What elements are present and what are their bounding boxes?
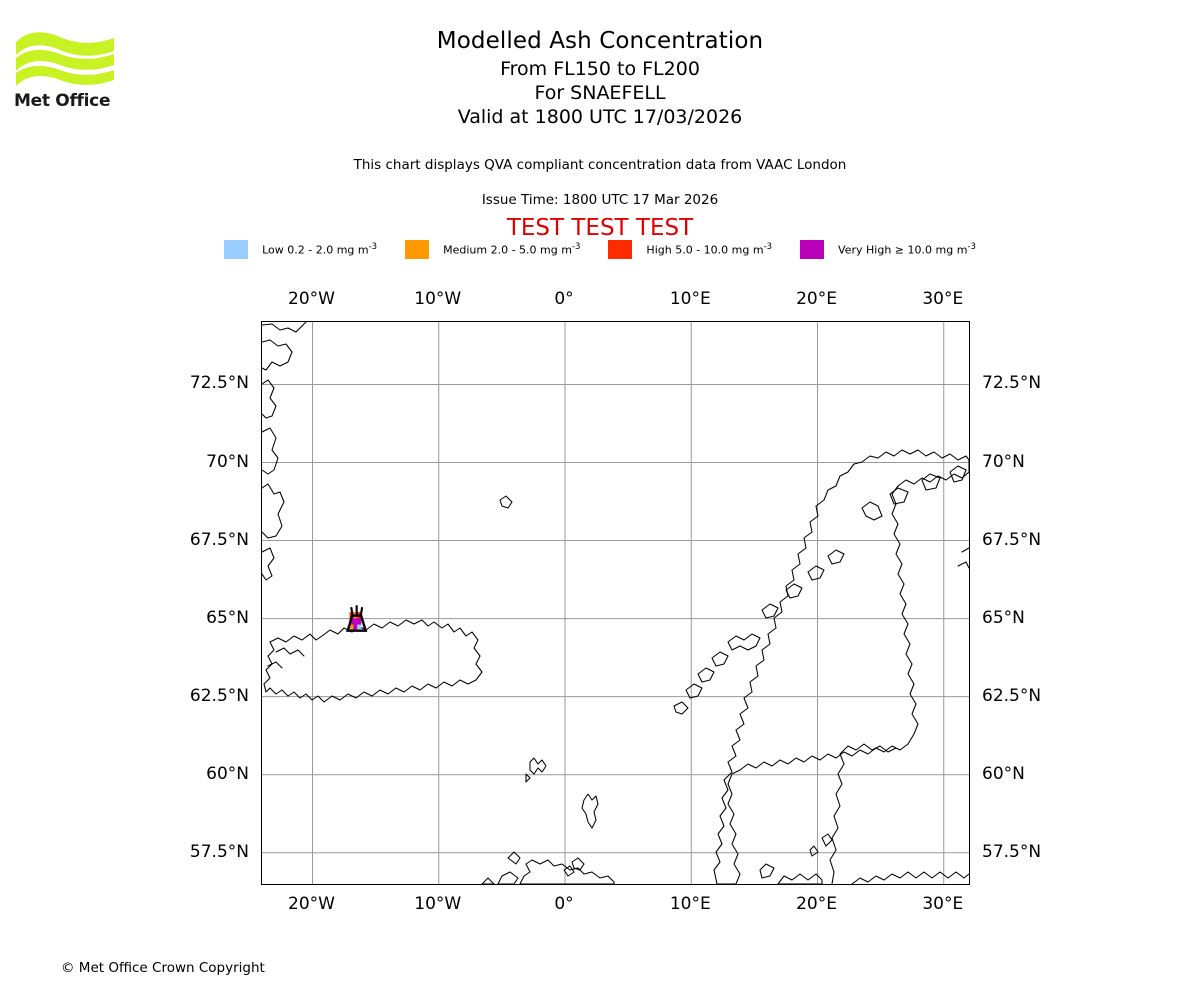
subtitle-valid-time: Valid at 1800 UTC 17/03/2026 xyxy=(457,106,743,128)
legend-item: Very High ≥ 10.0 mg m-3 xyxy=(800,240,976,259)
lat-tick-label-left: 62.5°N xyxy=(189,685,249,706)
lon-tick-label-bottom: 20°E xyxy=(796,894,837,914)
legend-item: Low 0.2 - 2.0 mg m-3 xyxy=(224,240,377,259)
met-office-logo: Met Office xyxy=(14,28,124,113)
lon-tick-label-bottom: 0° xyxy=(554,894,574,914)
subtitle-flight-levels: From FL150 to FL200 xyxy=(500,58,700,80)
lat-tick-label-right: 72.5°N xyxy=(982,373,1042,394)
ash-concentration-cell xyxy=(349,624,354,632)
volcano-eruption-ray-icon xyxy=(350,607,354,616)
lat-tick-label-right: 62.5°N xyxy=(982,685,1042,706)
page-title: Modelled Ash Concentration xyxy=(436,28,764,54)
lat-tick-label-left: 70°N xyxy=(206,451,249,472)
lat-tick-label-right: 70°N xyxy=(982,451,1025,472)
met-office-logo-text: Met Office xyxy=(14,91,111,111)
map-gridlines xyxy=(262,322,969,884)
lon-tick-label-bottom: 20°W xyxy=(288,894,335,914)
lon-tick-label-top: 0° xyxy=(554,289,574,309)
met-office-wave-icon xyxy=(16,32,114,86)
legend-swatch xyxy=(608,240,633,259)
copyright-text: © Met Office Crown Copyright xyxy=(61,960,265,976)
legend-label: Low 0.2 - 2.0 mg m-3 xyxy=(262,242,378,257)
volcano-marker-icon xyxy=(346,605,368,632)
subtitle-volcano: For SNAEFELL xyxy=(534,82,666,104)
lon-tick-label-bottom: 30°E xyxy=(922,894,964,914)
lat-tick-label-left: 65°N xyxy=(206,607,249,628)
ash-concentration-cell xyxy=(357,624,362,632)
lat-tick-label-left: 67.5°N xyxy=(189,529,249,550)
legend-swatch xyxy=(405,240,430,259)
lat-tick-label-left: 57.5°N xyxy=(189,841,249,862)
legend-item: Medium 2.0 - 5.0 mg m-3 xyxy=(405,240,580,259)
lon-tick-label-top: 20°W xyxy=(288,289,335,309)
lat-tick-label-right: 67.5°N xyxy=(982,529,1042,550)
legend-swatch xyxy=(800,240,825,259)
lat-tick-label-right: 60°N xyxy=(982,763,1025,784)
title-block: Modelled Ash Concentration From FL150 to… xyxy=(0,30,1200,132)
lat-tick-label-right: 57.5°N xyxy=(982,841,1042,862)
ash-concentration-cell xyxy=(357,618,362,626)
lat-tick-label-right: 65°N xyxy=(982,607,1025,628)
lon-tick-label-bottom: 10°W xyxy=(414,894,462,914)
lon-tick-label-top: 10°E xyxy=(669,289,711,309)
concentration-legend: Low 0.2 - 2.0 mg m-3 Medium 2.0 - 5.0 mg … xyxy=(0,240,1200,259)
map-plot-area xyxy=(261,321,970,885)
lon-tick-label-bottom: 10°E xyxy=(669,894,711,914)
issue-time: Issue Time: 1800 UTC 17 Mar 2026 xyxy=(481,192,719,208)
legend-swatch xyxy=(224,240,249,259)
ash-concentration-cell xyxy=(353,618,358,626)
test-banner: TEST TEST TEST xyxy=(506,215,694,241)
ash-concentration-cell xyxy=(353,624,358,632)
legend-label: Very High ≥ 10.0 mg m-3 xyxy=(838,242,976,257)
lat-tick-label-left: 60°N xyxy=(206,763,249,784)
chart-note: This chart displays QVA compliant concen… xyxy=(353,157,847,173)
lon-tick-label-top: 30°E xyxy=(922,289,964,309)
volcano-eruption-ray-icon xyxy=(359,607,364,616)
lon-tick-label-top: 10°W xyxy=(414,289,462,309)
map-coastlines xyxy=(262,322,969,884)
legend-item: High 5.0 - 10.0 mg m-3 xyxy=(608,240,772,259)
lat-tick-label-left: 72.5°N xyxy=(189,373,249,394)
legend-label: High 5.0 - 10.0 mg m-3 xyxy=(646,242,773,257)
legend-label: Medium 2.0 - 5.0 mg m-3 xyxy=(443,242,581,257)
map-canvas xyxy=(262,322,969,884)
lon-tick-label-top: 20°E xyxy=(796,289,837,309)
